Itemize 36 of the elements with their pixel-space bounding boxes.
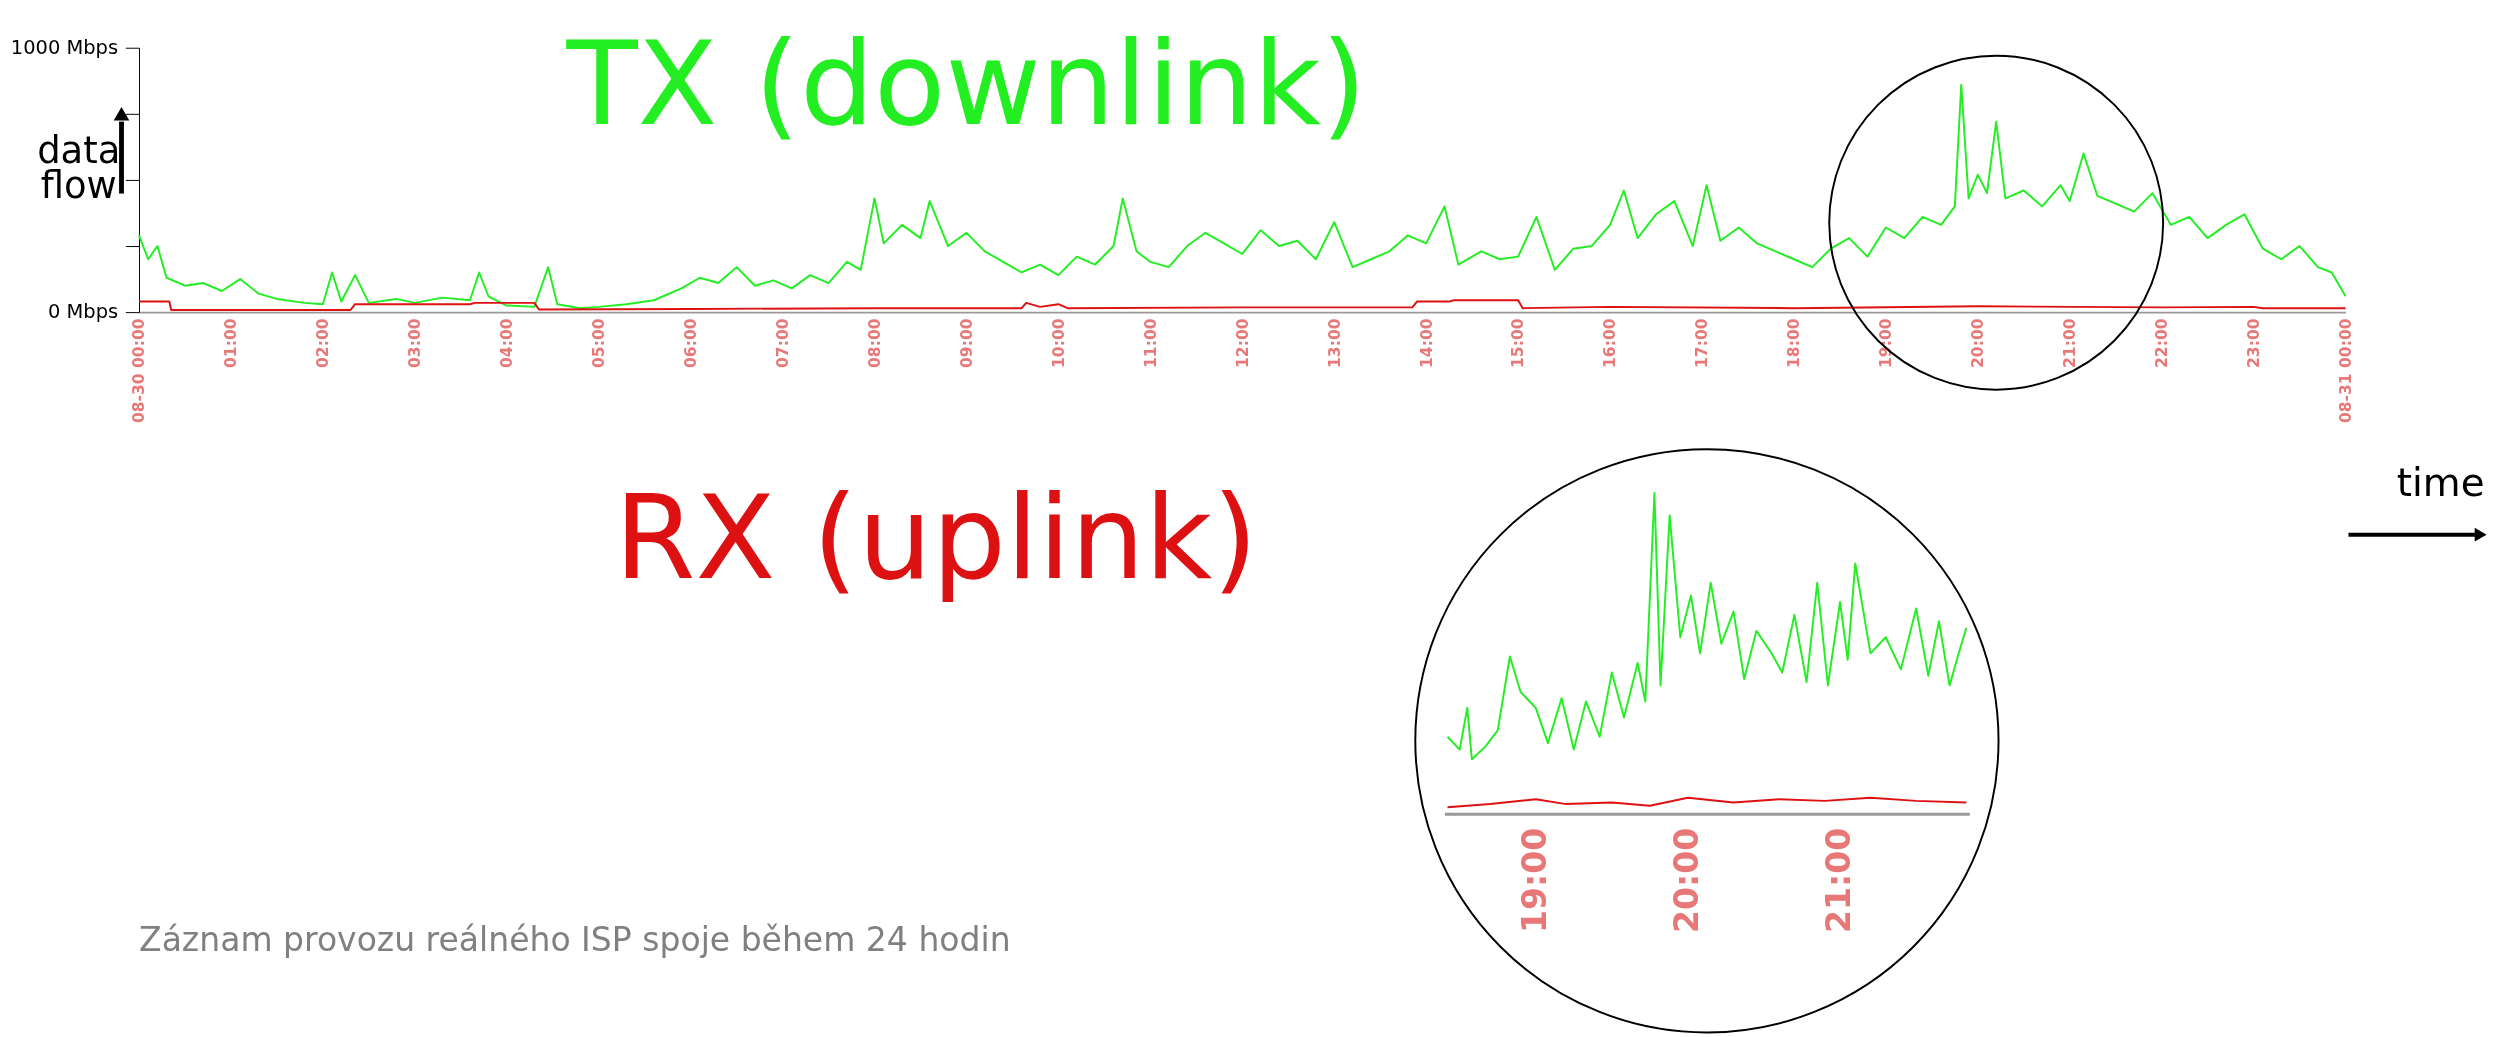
x-tick-label: 13:00 [1325, 318, 1344, 368]
x-tick-label: 07:00 [773, 318, 792, 368]
x-tick-label: 22:00 [2153, 318, 2172, 368]
text: Záznam provozu reálného ISP spoje během 24 hodin [139, 919, 1011, 959]
x-tick-label: 10:00 [1049, 318, 1068, 368]
x-tick-label: 12:00 [1233, 318, 1252, 368]
x-tick-label: 19:00 [1877, 318, 1896, 368]
x-tick-label: 02:00 [314, 318, 333, 368]
x-tick-label: 05:00 [590, 318, 609, 368]
x-tick-label: 14:00 [1417, 318, 1436, 368]
x-tick-label: 04:00 [498, 318, 517, 368]
series-label: RX (uplink) [614, 469, 1258, 606]
x-tick-label: 06:00 [681, 318, 700, 368]
x-tick-label: 18:00 [1785, 318, 1804, 368]
line-series [138, 299, 2347, 311]
x-tick-label: 20:00 [1667, 827, 1707, 933]
x-tick-label: 03:00 [406, 318, 425, 368]
x-tick-label: 20:00 [1969, 318, 1988, 368]
x-tick-label: 19:00 [1514, 827, 1554, 933]
x-tick-label: 08:00 [865, 318, 884, 368]
text: time [2396, 459, 2485, 505]
x-tick-label: 21:00 [1819, 827, 1859, 933]
x-tick-label: 11:00 [1141, 318, 1160, 368]
x-tick-label: 08-31 00:00 [2336, 318, 2355, 424]
x-tick-label: 23:00 [2244, 318, 2263, 368]
y-tick-label: 1000 Mbps [10, 36, 119, 60]
x-tick-label: 01:00 [222, 318, 241, 368]
text: data flow [37, 129, 121, 208]
x-tick-label: 09:00 [957, 318, 976, 368]
y-tick-label: 0 Mbps [47, 300, 119, 324]
series-label: TX (downlink) [565, 15, 1367, 152]
x-tick-label: 16:00 [1601, 318, 1620, 368]
x-tick-label: 17:00 [1693, 318, 1712, 368]
x-tick-label: 21:00 [2061, 318, 2080, 368]
x-tick-label: 08-30 00:00 [130, 318, 149, 424]
x-tick-label: 15:00 [1509, 318, 1528, 368]
